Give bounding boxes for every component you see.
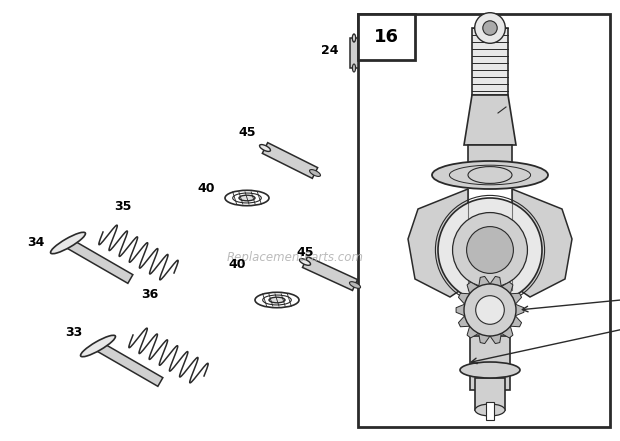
Text: 35: 35 bbox=[114, 201, 131, 213]
Bar bbox=[472, 28, 508, 95]
Polygon shape bbox=[510, 293, 521, 304]
Ellipse shape bbox=[475, 404, 505, 416]
Polygon shape bbox=[502, 282, 513, 294]
Ellipse shape bbox=[432, 161, 548, 189]
Bar bbox=[358, 14, 610, 427]
Text: 24: 24 bbox=[321, 44, 339, 56]
Bar bbox=[470, 336, 510, 390]
Polygon shape bbox=[479, 333, 490, 344]
Ellipse shape bbox=[81, 335, 115, 357]
Ellipse shape bbox=[460, 362, 520, 378]
Text: 45: 45 bbox=[238, 126, 255, 138]
Polygon shape bbox=[303, 257, 358, 291]
Text: 40: 40 bbox=[197, 182, 215, 194]
Text: 34: 34 bbox=[27, 236, 45, 250]
Text: 45: 45 bbox=[296, 246, 314, 258]
Ellipse shape bbox=[260, 145, 270, 151]
Polygon shape bbox=[456, 304, 464, 316]
Polygon shape bbox=[512, 189, 572, 297]
Ellipse shape bbox=[352, 34, 356, 42]
Polygon shape bbox=[502, 326, 513, 338]
Polygon shape bbox=[467, 282, 479, 294]
Text: 16: 16 bbox=[374, 28, 399, 46]
Polygon shape bbox=[515, 304, 524, 316]
Polygon shape bbox=[463, 290, 517, 300]
Ellipse shape bbox=[352, 64, 356, 72]
Text: 36: 36 bbox=[141, 288, 158, 302]
Bar bbox=[358, 14, 415, 60]
Ellipse shape bbox=[309, 169, 321, 176]
Circle shape bbox=[453, 213, 528, 288]
Ellipse shape bbox=[468, 167, 512, 183]
Circle shape bbox=[475, 13, 505, 43]
Ellipse shape bbox=[269, 297, 285, 303]
Circle shape bbox=[438, 198, 542, 302]
Polygon shape bbox=[490, 277, 502, 287]
Polygon shape bbox=[467, 326, 479, 338]
Text: 33: 33 bbox=[65, 325, 82, 339]
Text: ReplacementParts.com: ReplacementParts.com bbox=[226, 251, 363, 265]
Polygon shape bbox=[408, 189, 468, 297]
Polygon shape bbox=[262, 142, 317, 178]
Polygon shape bbox=[464, 95, 516, 145]
Polygon shape bbox=[510, 316, 521, 327]
Text: 40: 40 bbox=[228, 258, 246, 272]
Polygon shape bbox=[458, 293, 470, 304]
Polygon shape bbox=[479, 277, 490, 287]
Circle shape bbox=[464, 284, 516, 336]
Circle shape bbox=[476, 296, 504, 324]
Circle shape bbox=[467, 227, 513, 273]
Ellipse shape bbox=[350, 282, 361, 288]
Circle shape bbox=[483, 21, 497, 35]
Polygon shape bbox=[350, 38, 358, 68]
Bar bbox=[486, 402, 494, 420]
Ellipse shape bbox=[239, 195, 255, 201]
Polygon shape bbox=[458, 316, 470, 327]
Ellipse shape bbox=[299, 259, 311, 265]
Polygon shape bbox=[95, 342, 163, 386]
Bar bbox=[475, 378, 505, 410]
Ellipse shape bbox=[51, 232, 86, 254]
Polygon shape bbox=[490, 333, 502, 344]
Bar bbox=[468, 145, 512, 175]
Polygon shape bbox=[66, 239, 133, 283]
